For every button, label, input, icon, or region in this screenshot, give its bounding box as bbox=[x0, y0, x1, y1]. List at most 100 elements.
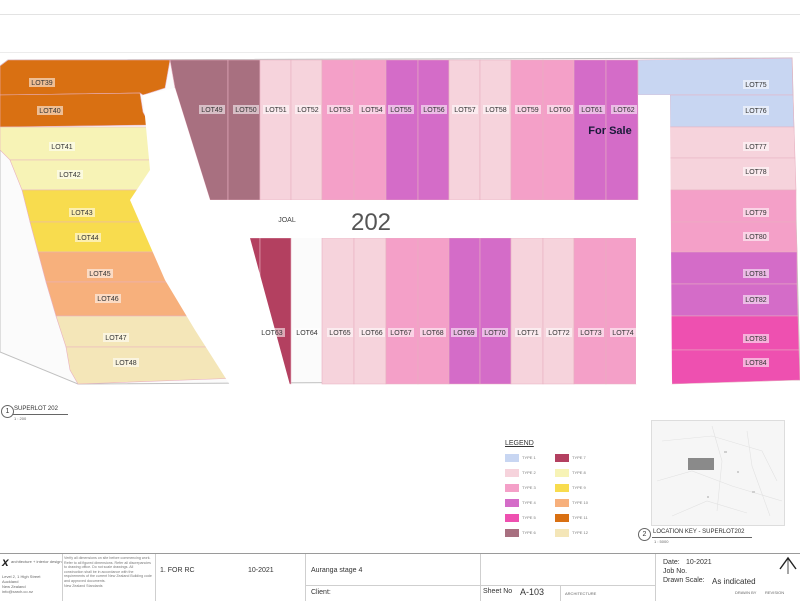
lot-label-bg bbox=[113, 358, 139, 367]
lot-label-57: LOT57 bbox=[454, 107, 476, 114]
legend-swatch bbox=[505, 514, 519, 522]
legend-title: LEGEND bbox=[505, 440, 534, 447]
lot-51[interactable] bbox=[259, 59, 292, 201]
lot-72[interactable] bbox=[542, 237, 575, 385]
lot-75[interactable] bbox=[637, 57, 794, 96]
lot-label-bg bbox=[420, 328, 446, 337]
lot-57[interactable] bbox=[448, 59, 481, 201]
lot-label-83: LOT83 bbox=[745, 336, 767, 343]
lot-53[interactable] bbox=[321, 59, 355, 201]
lot-label-bg bbox=[388, 328, 414, 337]
firm-email: info@xarch.co.nz bbox=[2, 589, 33, 594]
lot-label-53: LOT53 bbox=[329, 107, 351, 114]
general-notes: Verify all dimensions on site before com… bbox=[64, 556, 154, 588]
lot-label-79: LOT79 bbox=[745, 210, 767, 217]
lot-60[interactable] bbox=[542, 59, 575, 201]
lot-74[interactable] bbox=[605, 237, 637, 385]
lot-55[interactable] bbox=[385, 59, 419, 201]
lot-56[interactable] bbox=[417, 59, 450, 201]
lot-label-bg bbox=[451, 328, 477, 337]
lot-58[interactable] bbox=[479, 59, 512, 201]
lot-79[interactable] bbox=[669, 189, 797, 223]
lot-label-58: LOT58 bbox=[485, 107, 507, 114]
lot-69[interactable] bbox=[448, 237, 481, 385]
lot-label-bg bbox=[259, 328, 285, 337]
lot-label-bg bbox=[743, 142, 769, 151]
note-line: and approved documents. bbox=[64, 578, 106, 583]
legend-label: TYPE 11 bbox=[572, 515, 588, 520]
lot-label-bg bbox=[743, 269, 769, 278]
for-sale-label: For Sale bbox=[588, 125, 631, 137]
lot-label-bg bbox=[452, 105, 478, 114]
lot-65[interactable] bbox=[321, 237, 355, 385]
firm-address-2: Auckland bbox=[2, 579, 19, 584]
lot-label-bg bbox=[233, 105, 259, 114]
lot-84[interactable] bbox=[669, 349, 800, 385]
legend-swatch bbox=[555, 499, 569, 507]
lot-66[interactable] bbox=[353, 237, 387, 385]
legend-swatch bbox=[505, 454, 519, 462]
lot-label-65: LOT65 bbox=[329, 330, 351, 337]
lot-59[interactable] bbox=[510, 59, 544, 201]
lot-label-55: LOT55 bbox=[390, 107, 412, 114]
lot-77[interactable] bbox=[669, 126, 796, 159]
view2-rule bbox=[652, 537, 752, 538]
view2-title: LOCATION KEY - SUPERLOT202 bbox=[653, 529, 745, 535]
lot-label-bg bbox=[103, 333, 129, 342]
lot-label-60: LOT60 bbox=[549, 107, 571, 114]
view1-rule bbox=[13, 414, 68, 415]
lot-82[interactable] bbox=[669, 283, 799, 317]
lot-label-bg bbox=[547, 105, 573, 114]
lot-label-61: LOT61 bbox=[581, 107, 603, 114]
lot-68[interactable] bbox=[417, 237, 450, 385]
tb-divider bbox=[655, 554, 656, 601]
lot-71[interactable] bbox=[510, 237, 544, 385]
legend-swatch bbox=[505, 499, 519, 507]
lot-label-46: LOT46 bbox=[97, 296, 119, 303]
lot-label-bg bbox=[611, 105, 637, 114]
lot-label-bg bbox=[199, 105, 225, 114]
lot-48[interactable] bbox=[65, 346, 241, 385]
lot-83[interactable] bbox=[669, 315, 800, 351]
view1-title: SUPERLOT 202 bbox=[14, 406, 58, 412]
lot-label-80: LOT80 bbox=[745, 234, 767, 241]
lot-41[interactable] bbox=[0, 126, 161, 161]
lot-39[interactable] bbox=[0, 59, 171, 96]
legend-swatch bbox=[555, 469, 569, 477]
discipline: ARCHITECTURE bbox=[565, 591, 597, 596]
lot-label-bg bbox=[743, 358, 769, 367]
lot-label-72: LOT72 bbox=[548, 330, 570, 337]
lot-52[interactable] bbox=[290, 59, 323, 201]
lot-label-bg bbox=[743, 232, 769, 241]
legend-label: TYPE 9 bbox=[572, 485, 586, 490]
lot-label-bg bbox=[95, 294, 121, 303]
lot-80[interactable] bbox=[669, 221, 798, 253]
lot-67[interactable] bbox=[385, 237, 419, 385]
lot-78[interactable] bbox=[669, 157, 797, 191]
client-label: Client: bbox=[311, 589, 331, 596]
note-line: to drawing office. Do not scale drawings… bbox=[64, 565, 134, 570]
view1-scale: 1 : 200 bbox=[14, 416, 27, 421]
lot-label-82: LOT82 bbox=[745, 297, 767, 304]
lot-54[interactable] bbox=[353, 59, 387, 201]
note-line: New Zealand Standards bbox=[64, 583, 103, 588]
lot-76[interactable] bbox=[669, 94, 795, 128]
page-top-rule bbox=[0, 14, 800, 15]
lot-70[interactable] bbox=[479, 237, 512, 385]
lot-73[interactable] bbox=[573, 237, 607, 385]
page-top-rule-2 bbox=[0, 52, 800, 53]
lot-label-bg bbox=[610, 328, 636, 337]
lot-81[interactable] bbox=[669, 251, 798, 285]
lot-label-bg bbox=[294, 328, 320, 337]
lot-50[interactable] bbox=[227, 59, 261, 201]
lot-label-73: LOT73 bbox=[580, 330, 602, 337]
location-key-map bbox=[656, 425, 783, 517]
lot-40[interactable] bbox=[0, 92, 151, 128]
lot-label-54: LOT54 bbox=[361, 107, 383, 114]
lot-label-bg bbox=[483, 105, 509, 114]
lot-label-49: LOT49 bbox=[201, 107, 223, 114]
lot-label-bg bbox=[327, 105, 353, 114]
lot-label-bg bbox=[743, 334, 769, 343]
legend-swatch bbox=[555, 484, 569, 492]
